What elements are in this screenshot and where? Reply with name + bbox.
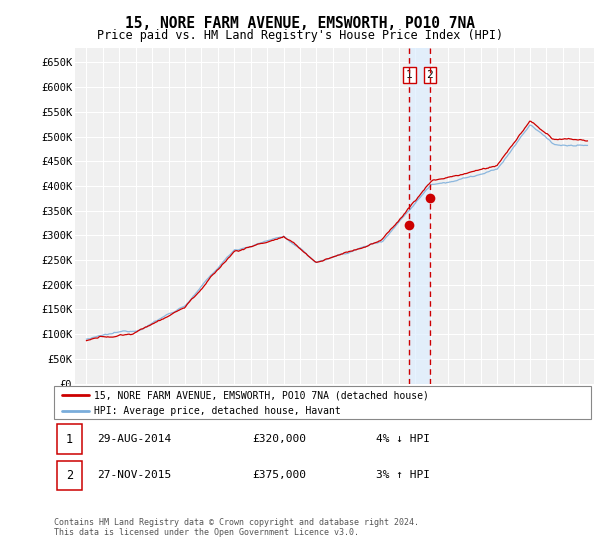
- Text: £320,000: £320,000: [253, 434, 307, 444]
- Text: HPI: Average price, detached house, Havant: HPI: Average price, detached house, Hava…: [94, 406, 341, 416]
- FancyBboxPatch shape: [54, 386, 591, 419]
- Text: 15, NORE FARM AVENUE, EMSWORTH, PO10 7NA (detached house): 15, NORE FARM AVENUE, EMSWORTH, PO10 7NA…: [94, 390, 429, 400]
- Text: 29-AUG-2014: 29-AUG-2014: [97, 434, 171, 444]
- Text: 27-NOV-2015: 27-NOV-2015: [97, 470, 171, 480]
- Text: 1: 1: [406, 70, 413, 80]
- Text: £375,000: £375,000: [253, 470, 307, 480]
- Text: Price paid vs. HM Land Registry's House Price Index (HPI): Price paid vs. HM Land Registry's House …: [97, 29, 503, 42]
- Text: 3% ↑ HPI: 3% ↑ HPI: [376, 470, 430, 480]
- Text: 2: 2: [427, 70, 433, 80]
- Text: 1: 1: [66, 432, 73, 446]
- Text: 2: 2: [66, 469, 73, 482]
- Bar: [409, 48, 430, 384]
- Text: Contains HM Land Registry data © Crown copyright and database right 2024.
This d: Contains HM Land Registry data © Crown c…: [54, 518, 419, 538]
- Text: 15, NORE FARM AVENUE, EMSWORTH, PO10 7NA: 15, NORE FARM AVENUE, EMSWORTH, PO10 7NA: [125, 16, 475, 31]
- FancyBboxPatch shape: [56, 424, 82, 454]
- FancyBboxPatch shape: [56, 461, 82, 490]
- Text: 4% ↓ HPI: 4% ↓ HPI: [376, 434, 430, 444]
